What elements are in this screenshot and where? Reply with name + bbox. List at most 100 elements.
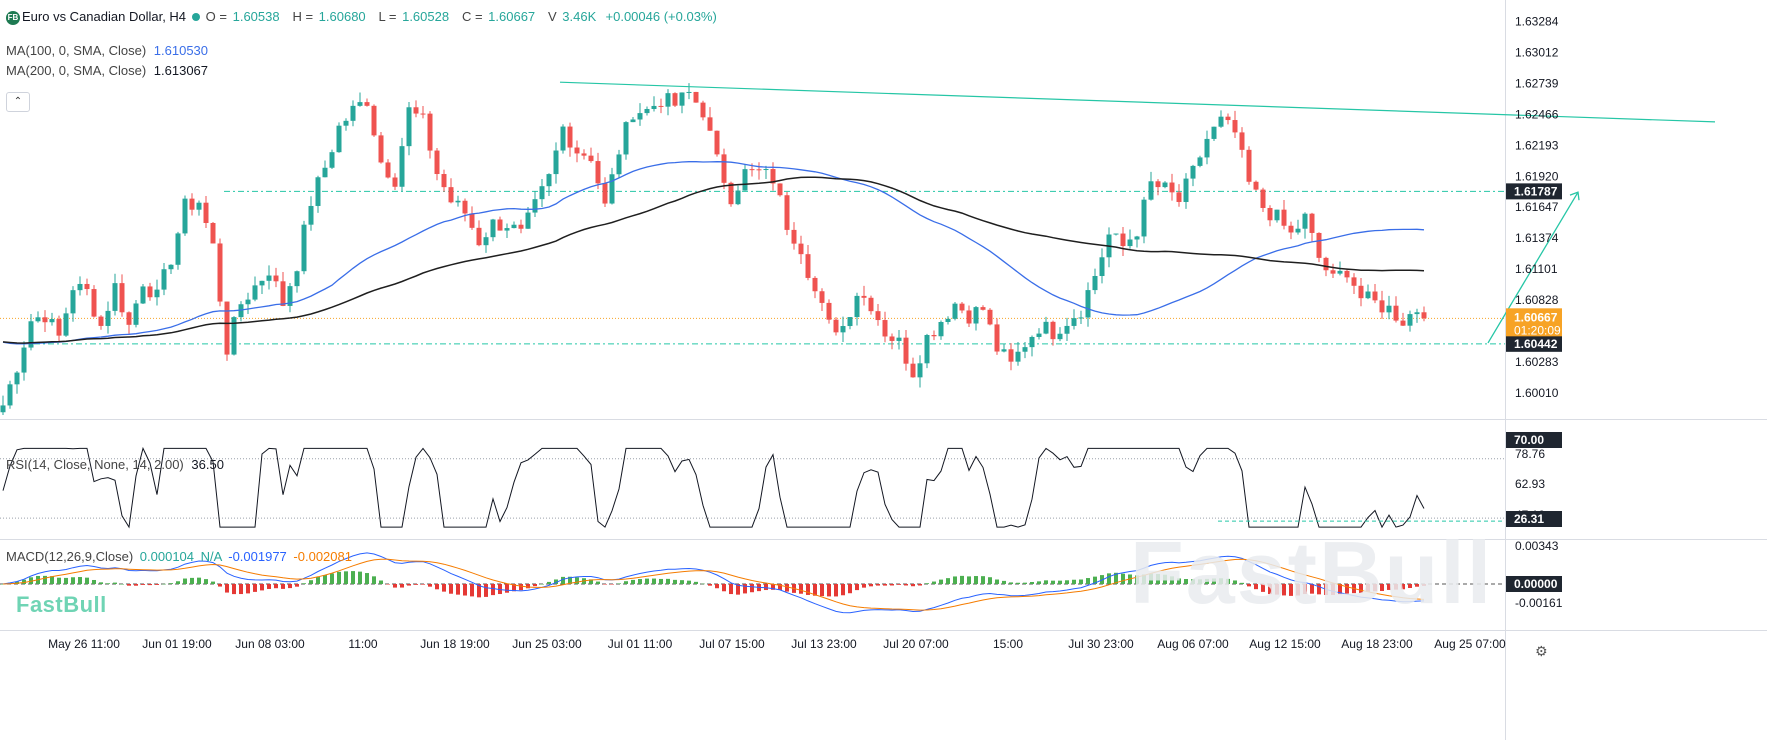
- macd-histogram-bar: [771, 584, 775, 590]
- macd-histogram-bar: [239, 584, 243, 595]
- candle-body: [826, 302, 832, 320]
- time-tick-label: Aug 12 15:00: [1249, 637, 1321, 651]
- candle-body: [1197, 157, 1203, 166]
- candle-body: [1253, 181, 1259, 190]
- candle-body: [315, 177, 321, 206]
- candle-body: [1183, 178, 1189, 202]
- macd-histogram-bar: [99, 582, 103, 584]
- macd-histogram-bar: [785, 584, 789, 592]
- candle-body: [1372, 291, 1378, 301]
- candle-body: [1274, 209, 1280, 221]
- macd-histogram-bar: [288, 584, 292, 589]
- macd-histogram-bar: [1086, 578, 1090, 584]
- low-value: 1.60528: [402, 9, 450, 24]
- macd-histogram-bar: [50, 576, 54, 584]
- macd-histogram-bar: [379, 580, 383, 584]
- macd-histogram-bar: [218, 584, 222, 587]
- candle-body: [98, 316, 104, 326]
- candle-body: [665, 93, 671, 107]
- macd-histogram-bar: [568, 576, 572, 584]
- candle-body: [490, 219, 496, 238]
- macd-histogram-bar: [155, 584, 159, 585]
- macd-histogram-bar: [1359, 584, 1363, 593]
- macd-histogram-bar: [617, 583, 621, 584]
- candle-body: [119, 283, 125, 313]
- macd-histogram-bar: [1023, 582, 1027, 584]
- macd-histogram-bar: [869, 584, 873, 587]
- candle-body: [1120, 233, 1126, 247]
- macd-histogram-bar: [316, 577, 320, 584]
- macd-histogram-bar: [1226, 578, 1230, 584]
- macd-histogram-bar: [1107, 573, 1111, 584]
- candle-body: [1078, 317, 1084, 319]
- candle-body: [980, 307, 986, 310]
- candle-body: [889, 336, 895, 341]
- macd-histogram-bar: [841, 584, 845, 596]
- low-label: L =: [378, 9, 397, 24]
- macd-histogram-bar: [1002, 580, 1006, 584]
- macd-histogram-bar: [1422, 584, 1426, 586]
- price-tick-label: 1.62193: [1515, 138, 1559, 152]
- candle-body: [784, 195, 790, 230]
- ma100-legend[interactable]: MA(100, 0, SMA, Close) 1.610530: [6, 43, 208, 58]
- ma200-legend[interactable]: MA(200, 0, SMA, Close) 1.613067: [6, 63, 208, 78]
- candle-body: [161, 269, 167, 290]
- macd-histogram-bar: [820, 584, 824, 597]
- macd-histogram-bar: [736, 584, 740, 595]
- candle-body: [1267, 207, 1273, 221]
- candle-body: [84, 283, 90, 290]
- macd-histogram-bar: [85, 577, 89, 584]
- ma200-value: 1.613067: [153, 63, 209, 78]
- macd-histogram-bar: [484, 584, 488, 597]
- high-label: H =: [292, 9, 314, 24]
- collapse-legend-button[interactable]: ⌃: [6, 92, 30, 112]
- macd-legend[interactable]: MACD(12,26,9,Close) 0.000104 N/A -0.0019…: [6, 549, 352, 564]
- candle-body: [1162, 182, 1168, 188]
- macd-histogram-bar: [1338, 584, 1342, 595]
- candle-body: [805, 254, 811, 278]
- macd-histogram-bar: [1114, 572, 1118, 584]
- candle-body: [259, 280, 265, 286]
- chevron-up-icon: ⌃: [13, 96, 23, 107]
- ma200-line: [2, 176, 1425, 344]
- candle-body: [70, 290, 76, 314]
- candle-body: [0, 405, 6, 413]
- macd-histogram-bar: [638, 579, 642, 584]
- macd-histogram-bar: [1233, 580, 1237, 584]
- settings-gear-icon[interactable]: ⚙: [1535, 643, 1548, 659]
- candle-body: [1071, 318, 1077, 326]
- candle-body: [1232, 120, 1238, 133]
- candle-body: [952, 303, 958, 319]
- candle-body: [245, 299, 251, 305]
- candle-body: [413, 107, 419, 114]
- current-price-tag: 1.60667: [1514, 310, 1558, 324]
- candle-body: [511, 224, 517, 229]
- macd-histogram-bar: [337, 571, 341, 584]
- macd-histogram-bar: [456, 584, 460, 595]
- candle-body: [1204, 138, 1210, 158]
- macd-histogram-bar: [694, 581, 698, 584]
- candle-body: [595, 161, 601, 184]
- candle-body: [35, 317, 41, 322]
- price-tick-label: 1.61920: [1515, 169, 1559, 183]
- candle-body: [903, 337, 909, 364]
- macd-histogram-bar: [358, 571, 362, 584]
- rsi-legend[interactable]: RSI(14, Close, None, 14, 2.00) 36.50: [6, 457, 224, 472]
- candle-body: [1148, 181, 1154, 200]
- macd-histogram-bar: [575, 577, 579, 584]
- price-tick-label: 1.62739: [1515, 76, 1559, 90]
- candle-body: [791, 229, 797, 244]
- macd-histogram-bar: [29, 577, 33, 584]
- candle-body: [861, 295, 867, 298]
- macd-histogram-bar: [687, 580, 691, 584]
- macd-histogram-bar: [1394, 584, 1398, 590]
- candle-body: [1358, 285, 1364, 299]
- candle-body: [896, 337, 902, 341]
- candle-body: [112, 283, 118, 311]
- candle-body: [539, 186, 545, 200]
- symbol-title: Euro vs Canadian Dollar, H4: [22, 9, 187, 24]
- time-tick-label: Aug 18 23:00: [1341, 637, 1413, 651]
- candle-body: [434, 150, 440, 175]
- candle-body: [672, 93, 678, 106]
